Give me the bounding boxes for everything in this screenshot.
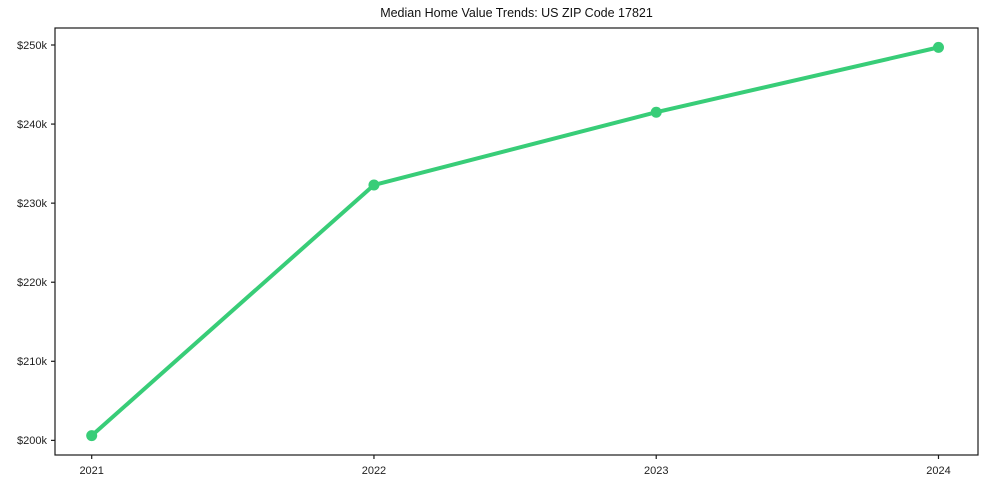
x-tick-label: 2023 (644, 465, 668, 477)
data-point-marker (650, 106, 662, 118)
data-point-marker (86, 430, 98, 442)
data-point-marker (932, 41, 944, 53)
y-tick-label: $220k (17, 277, 47, 289)
y-tick-label: $250k (17, 40, 47, 52)
x-tick-label: 2024 (926, 465, 950, 477)
y-tick-label: $230k (17, 198, 47, 210)
chart-title: Median Home Value Trends: US ZIP Code 17… (380, 6, 653, 20)
series-line (89, 45, 941, 438)
x-tick-label: 2021 (79, 465, 103, 477)
y-tick-label: $200k (17, 435, 47, 447)
y-tick-label: $210k (17, 356, 47, 368)
axes-box (54, 27, 979, 456)
y-tick-label: $240k (17, 119, 47, 131)
data-point-marker (368, 179, 380, 191)
x-tick-label: 2022 (362, 465, 386, 477)
